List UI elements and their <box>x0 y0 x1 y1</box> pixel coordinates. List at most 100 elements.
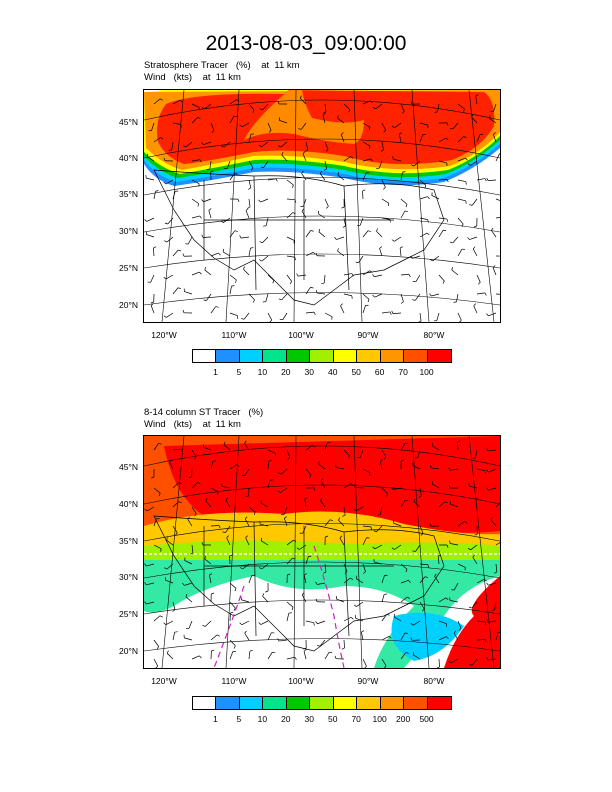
wind-barb-flag <box>278 298 282 301</box>
wind-barb <box>343 217 346 226</box>
wind-barb <box>400 579 409 584</box>
wind-barb <box>476 134 481 143</box>
wind-barb <box>436 312 440 321</box>
wind-barb-flag <box>296 273 299 277</box>
wind-barb-flag <box>370 526 373 530</box>
wind-barb-flag <box>315 581 318 585</box>
wind-barb <box>305 287 311 295</box>
wind-barb-flag <box>239 567 243 570</box>
wind-barb-flag <box>445 597 449 600</box>
wind-barb-flag <box>155 665 158 668</box>
wind-barb <box>381 614 387 622</box>
wind-barb <box>209 160 212 169</box>
wind-barb-flag <box>373 530 377 533</box>
wind-barb-flag <box>486 619 489 623</box>
bottom-boundaries <box>153 515 445 652</box>
wind-barb <box>229 99 237 105</box>
wind-barb <box>191 271 200 276</box>
wind-barb <box>261 563 269 570</box>
wind-barb-flag <box>146 153 149 157</box>
wind-barb <box>172 448 181 451</box>
wind-barb <box>450 543 459 546</box>
wind-barb <box>438 160 447 164</box>
wind-barb-flag <box>361 630 365 633</box>
wind-barb-flag <box>163 315 167 318</box>
wind-barb-flag <box>383 186 386 190</box>
wind-barb <box>204 558 212 565</box>
top-map-canvas <box>144 90 500 322</box>
wind-barb-flag <box>491 227 494 231</box>
wind-barb <box>265 217 269 226</box>
wind-barb-flag <box>226 535 229 538</box>
wind-barb-flag <box>235 279 237 283</box>
wind-barb <box>188 620 193 629</box>
wind-barb <box>450 658 459 664</box>
wind-barb-flag <box>463 108 465 112</box>
wind-barb <box>305 230 311 238</box>
wind-barb <box>202 236 212 238</box>
wind-barb <box>343 156 351 162</box>
wind-barb <box>381 487 388 495</box>
wind-barb-flag <box>424 185 427 189</box>
wind-barb <box>318 231 326 238</box>
wind-barb-flag <box>164 222 168 225</box>
wind-barb-flag <box>391 239 395 242</box>
wind-barb <box>399 248 402 257</box>
wind-barb-flag <box>168 149 172 151</box>
wind-barb-flag <box>473 225 477 228</box>
wind-barb-flag <box>313 311 316 315</box>
wind-barb <box>241 599 250 603</box>
wind-barb <box>229 173 235 181</box>
wind-barb-flag <box>194 513 197 517</box>
wind-barb <box>225 499 231 508</box>
wind-barb <box>457 198 466 202</box>
wind-barb <box>286 539 294 546</box>
wind-barb-flag <box>265 590 269 593</box>
wind-barb-flag <box>484 621 487 625</box>
wind-barb-flag <box>259 241 263 244</box>
wind-barb <box>324 312 333 318</box>
wind-barb-flag <box>448 467 451 471</box>
bottom-lat-label: 30°N <box>119 572 138 582</box>
wind-barb-flag <box>418 320 422 322</box>
wind-barb-flag <box>444 501 448 504</box>
wind-barb <box>229 230 236 238</box>
wind-barb-flag <box>389 219 391 223</box>
top-lon-label: 120°W <box>151 330 177 340</box>
wind-barb <box>267 274 275 281</box>
bottom-lat-label: 35°N <box>119 536 138 546</box>
wind-barb <box>400 210 406 219</box>
wind-barb-flag <box>445 137 449 141</box>
wind-barb-flag <box>391 125 395 128</box>
top-lat-label: 20°N <box>119 300 138 310</box>
wind-barb-flag <box>292 212 296 215</box>
colorbar-swatch <box>286 697 311 709</box>
wind-barb <box>302 525 307 534</box>
wind-barb <box>453 582 459 591</box>
wind-barb <box>471 601 478 609</box>
wind-barb-flag <box>402 171 406 173</box>
wind-barb <box>393 487 402 490</box>
wind-barb-flag <box>178 482 182 485</box>
wind-barb <box>184 291 193 295</box>
colorbar-label: 5 <box>236 367 242 377</box>
wind-barb <box>374 293 383 298</box>
wind-barb <box>412 654 421 660</box>
wind-barb <box>281 154 288 162</box>
wind-barb <box>191 159 200 162</box>
wind-barb <box>415 544 421 552</box>
wind-barb-flag <box>199 271 202 275</box>
wind-barb-flag <box>412 299 416 301</box>
wind-barb <box>319 173 326 181</box>
wind-barb-flag <box>449 540 451 544</box>
top-field-label: Stratosphere Tracer <box>144 60 228 71</box>
wind-barb <box>317 582 326 585</box>
colorbar-swatch <box>310 350 334 362</box>
wind-barb-flag <box>341 206 345 209</box>
colorbar-label: 40 <box>327 367 338 377</box>
wind-barb-flag <box>268 130 272 133</box>
wind-barb-flag <box>388 635 392 639</box>
wind-barb <box>476 639 486 641</box>
bottom-lat-label: 45°N <box>119 462 138 472</box>
wind-barb-flag <box>279 318 283 321</box>
